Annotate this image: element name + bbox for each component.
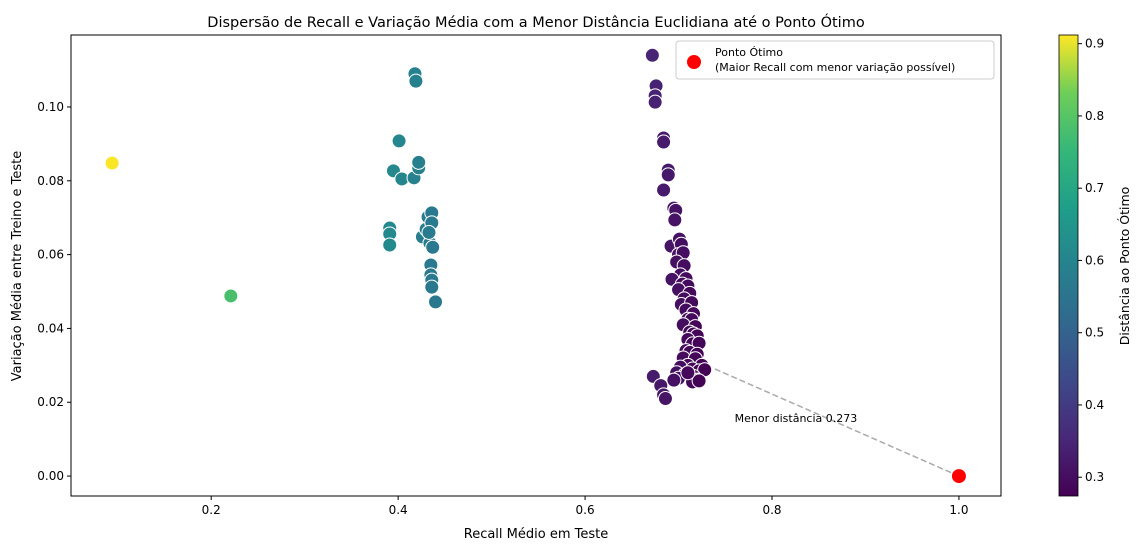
plot-frame [70,34,1002,497]
scatter-point [408,73,424,89]
colorbar-tick-label: 0.4 [1085,398,1104,412]
y-tick-label: 0.00 [37,469,64,483]
colorbar-tick-label: 0.5 [1085,326,1104,340]
scatter-point [421,224,437,240]
colorbar-tick-label: 0.6 [1085,253,1104,267]
legend-marker [687,55,701,69]
x-tick-label: 1.0 [949,503,968,517]
scatter-point [425,239,441,255]
x-tick-label: 0.6 [576,503,595,517]
optimal-point [950,468,967,485]
y-tick-label: 0.08 [37,174,64,188]
y-tick-label: 0.10 [37,100,64,114]
nearest-distance-line [706,364,960,477]
colorbar-tick-label: 0.7 [1085,181,1104,195]
colorbar-label: Distância ao Ponto Ótimo [1117,187,1132,346]
scatter-point [657,391,673,407]
colorbar-tick-label: 0.8 [1085,109,1104,123]
scatter-point [424,279,440,295]
scatter-point [680,365,696,381]
scatter-point [656,182,672,198]
legend-label-line1: Ponto Ótimo [715,46,783,59]
y-axis-label: Variação Média entre Treino e Teste [10,151,25,381]
scatter-point [667,212,683,228]
colorbar-tick-label: 0.9 [1085,37,1104,51]
scatter-point [691,373,707,389]
scatter-point [411,154,427,170]
legend: Ponto Ótimo (Maior Recall com menor vari… [675,40,995,80]
legend-box [675,40,995,80]
scatter-point [382,237,398,253]
colorbar-gradient [1058,34,1079,497]
scatter-point [391,133,407,149]
scatter-point [656,134,672,150]
x-tick-label: 0.8 [762,503,781,517]
legend-label-line2: (Maior Recall com menor variação possíve… [715,61,955,74]
colorbar: 0.3 0.4 0.5 0.6 0.7 0.8 0.9 Distância ao Ponto… [1058,34,1132,497]
x-tick-label: 0.2 [202,503,221,517]
x-tick-label: 0.4 [389,503,408,517]
scatter-point [666,372,682,388]
y-tick-label: 0.02 [37,395,64,409]
x-axis: 0.2 0.4 0.6 0.8 1.0 [202,496,968,517]
scatter-point [223,288,239,304]
distance-annotation: Menor distância 0.273 [735,412,858,425]
scatter-point [660,167,676,183]
scatter-point [428,294,444,310]
chart-title: Dispersão de Recall e Variação Média com… [207,13,865,31]
scatter-point [644,47,660,63]
x-axis-label: Recall Médio em Teste [464,527,608,542]
plot-area: Menor distância 0.273 [104,47,967,485]
y-tick-label: 0.06 [37,248,64,262]
scatter-point [647,94,663,110]
colorbar-tick-label: 0.3 [1085,470,1104,484]
scatter-point [104,155,120,171]
y-axis: 0.00 0.02 0.04 0.06 0.08 0.10 [37,100,71,483]
y-tick-label: 0.04 [37,321,64,335]
